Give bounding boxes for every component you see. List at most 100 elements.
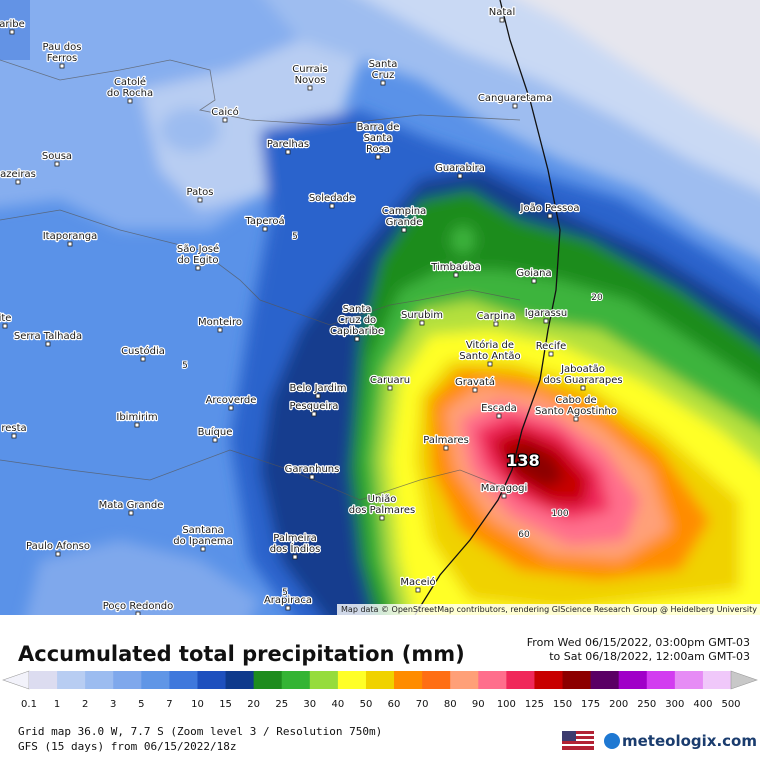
city-label: azeiras [0,169,36,180]
city-label: dos Índios [270,542,321,555]
scale-label: 250 [637,699,656,710]
city-label: Pau dos [43,42,82,53]
city-dot [487,361,493,367]
city-label: Jaboatão [560,364,605,375]
scale-swatch [253,671,283,689]
city-dot [548,351,554,357]
city-dot [453,272,459,278]
scale-swatch [141,671,170,689]
city-dot [200,546,206,552]
scale-label: 80 [444,699,457,710]
scale-swatch [57,671,86,689]
city-dot [197,197,203,203]
scale-swatch [225,671,255,689]
city-label: João Pessoa [520,203,580,214]
scale-label: 3 [110,699,116,710]
city-label: São José [177,243,219,255]
scale-label: 90 [472,699,485,710]
city-dot [315,393,321,399]
brand[interactable]: meteologix.com [622,732,757,750]
city-label: Guarabira [435,163,485,174]
scale-label: 2 [82,699,88,710]
flag [562,731,594,750]
period-from: From Wed 06/15/2022, 03:00pm GMT-03 [527,636,750,649]
city-label: Vitória de [466,339,514,351]
city-label: Custódia [121,345,165,357]
contour-label: 20 [591,293,603,303]
scale-swatch [281,671,311,689]
city-label: Grande [386,217,423,228]
scale-label: 40 [332,699,345,710]
city-dot [512,103,518,109]
city-label: Timbaúba [430,261,481,273]
scale-swatch [85,671,114,689]
city-dot [54,161,60,167]
city-dot [134,422,140,428]
city-label: Carpina [477,311,516,322]
city-dot [11,433,17,439]
city-label: Campina [382,206,426,217]
scale-swatch [309,671,339,689]
attribution: Map data © OpenStreetMap contributors, r… [341,605,757,614]
city-label: Igarassu [525,308,567,319]
city-dot [55,551,61,557]
scale-swatch [197,671,227,689]
scale-swatch [365,671,395,689]
city-label: Patos [187,187,214,198]
city-dot [499,17,505,23]
scale-swatch [646,671,676,689]
scale-swatch [562,671,592,689]
city-dot [45,341,51,347]
city-dot [195,265,201,271]
city-label: Taperoá [244,215,284,227]
city-label: Cruz do [338,315,376,326]
logo-icon [604,733,620,749]
city-label: Ibimirim [116,412,157,423]
city-dot [457,173,463,179]
city-label: Maragogi [481,483,528,494]
scale-swatch [506,671,535,689]
city-label: dos Guararapes [543,375,622,386]
city-dot [375,154,381,160]
city-dot [531,278,537,284]
city-dot [9,29,15,35]
scale-label: 150 [553,699,572,710]
city-dot [354,336,360,342]
city-dot [285,605,291,611]
model-info: GFS (15 days) from 06/15/2022/18z [18,740,237,753]
scale-label: 200 [609,699,628,710]
city-dot [217,327,223,333]
city-label: Santa [364,133,393,144]
scale-label: 30 [303,699,316,710]
city-label: Catolé [114,76,146,88]
city-dot [415,587,421,593]
city-label: do Ipanema [173,536,232,547]
city-dot [547,213,553,219]
city-label: Arcoverde [206,395,257,406]
scale-swatch [113,671,142,689]
scale-label: 70 [416,699,429,710]
scale-arrow-left [2,670,30,690]
city-label: dos Palmares [349,505,415,516]
scale-label: 100 [497,699,516,710]
city-dot [501,493,507,499]
scale-label: 1 [54,699,60,710]
scale-label: 10 [191,699,204,710]
city-dot [443,445,449,451]
scale-swatch [702,671,732,689]
city-dot [212,437,218,443]
city-label: Maceió [400,576,435,588]
contour-label: 5 [292,232,298,242]
city-label: Santo Antão [459,351,520,362]
city-label: Serra Talhada [14,331,82,342]
scale-label: 7 [166,699,172,710]
scale-swatch [674,671,704,689]
scale-label: 175 [581,699,600,710]
grid-info: Grid map 36.0 W, 7.7 S (Zoom level 3 / R… [18,725,382,738]
city-label: Santa [343,304,372,315]
scale-label: 125 [525,699,544,710]
city-label: Buíque [198,426,233,438]
